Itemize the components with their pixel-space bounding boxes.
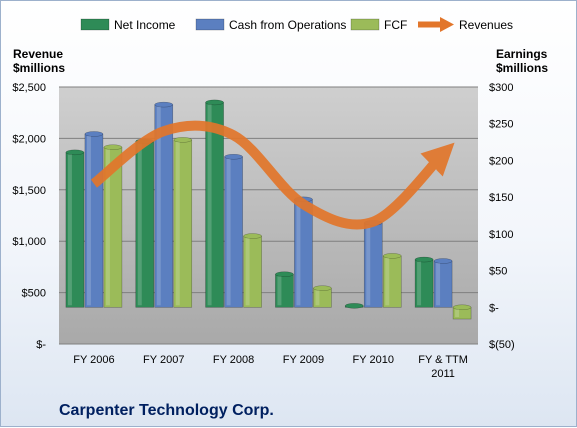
bar-net-income: [414, 256, 434, 308]
right-tick-label: $50: [489, 266, 507, 278]
left-tick-label: $1,500: [12, 185, 46, 197]
category-label: 2011: [431, 368, 455, 380]
category-labels: FY 2006 FY 2007 FY 2008 FY 2009 FY 2010 FY & …: [73, 354, 468, 380]
bar-fcf: [382, 253, 402, 308]
bar-fcf: [173, 137, 193, 308]
legend-item: FCF: [350, 18, 407, 32]
left-tick-label: $1,000: [12, 236, 46, 248]
left-tick-label: $2,000: [12, 133, 46, 145]
category-label: FY 2008: [213, 354, 254, 366]
category-label: FY 2009: [283, 354, 324, 366]
bar-fcf: [313, 285, 332, 308]
left-tick-label: $2,500: [12, 82, 46, 94]
bar-fcf: [452, 304, 472, 320]
bar-net-income: [65, 149, 85, 308]
right-tick-label: $250: [489, 119, 513, 131]
left-axis-ticks: $- $500 $1,000 $1,500 $2,000 $2,500: [12, 82, 46, 351]
plot-area: [59, 87, 478, 344]
bar-net-income: [205, 99, 224, 308]
left-axis-label-1: Revenue: [13, 47, 63, 61]
right-tick-label: $200: [489, 155, 513, 167]
left-axis-label-2: $millions: [13, 61, 65, 75]
category-label: FY 2007: [143, 354, 184, 366]
legend-item: Revenues: [418, 17, 513, 32]
left-tick-label: $-: [36, 339, 46, 351]
bar-cash-from-operations: [84, 131, 104, 308]
right-axis-label-1: Earnings: [496, 47, 548, 61]
bar-fcf: [243, 233, 262, 308]
category-label: FY 2006: [73, 354, 114, 366]
category-label: FY & TTM: [418, 354, 468, 366]
legend-item: Net Income: [80, 18, 176, 32]
right-tick-label: $(50): [489, 339, 515, 351]
gridlines: [59, 86, 478, 345]
legend: Net Income Cash from Operations FCF Revenue…: [80, 17, 513, 32]
bar-cash-from-operations: [154, 101, 174, 308]
revenues-line: [90, 120, 455, 230]
bar-cash-from-operations: [363, 220, 383, 308]
bar-net-income: [344, 303, 364, 309]
legend-label: FCF: [384, 18, 407, 32]
bar-cash-from-operations: [433, 258, 453, 308]
bar-marks: [65, 99, 472, 320]
left-tick-label: $500: [22, 288, 46, 300]
right-tick-label: $-: [489, 302, 499, 314]
bar-fcf: [103, 144, 123, 308]
bar-net-income: [135, 138, 155, 308]
category-label: FY 2010: [353, 354, 394, 366]
right-tick-label: $150: [489, 192, 513, 204]
right-tick-label: $300: [489, 82, 513, 94]
bar-cash-from-operations: [224, 154, 243, 308]
legend-label: Net Income: [114, 18, 176, 32]
chart-title: Carpenter Technology Corp.: [59, 402, 274, 419]
right-axis-label-2: $millions: [496, 61, 548, 75]
right-tick-label: $100: [489, 229, 513, 241]
legend-item: Cash from Operations: [195, 18, 346, 32]
legend-label: Revenues: [459, 18, 513, 32]
legend-label: Cash from Operations: [229, 18, 346, 32]
bar-net-income: [275, 271, 294, 308]
right-axis-ticks: $(50) $- $50 $100 $150 $200 $250 $300: [489, 82, 515, 351]
